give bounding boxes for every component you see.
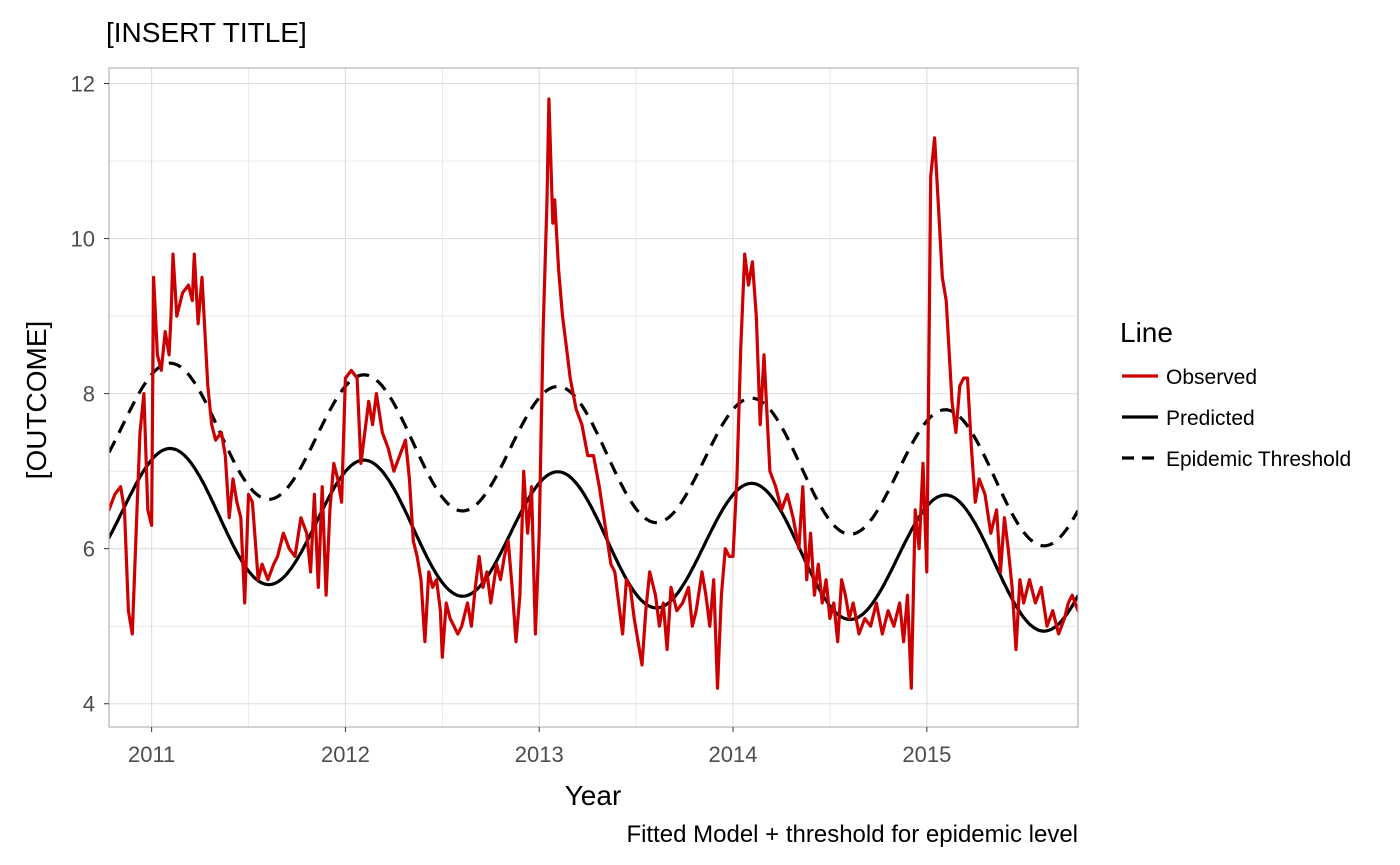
x-tick-label: 2011 — [128, 742, 175, 767]
x-tick-label: 2014 — [709, 742, 758, 767]
legend-label: Epidemic Threshold — [1166, 448, 1351, 471]
x-axis-ticks: 2011 2012 2013 2014 2015 — [128, 727, 951, 767]
x-tick-label: 2013 — [515, 742, 564, 767]
y-tick-label: 12 — [71, 72, 95, 97]
series-observed-line — [109, 97, 1078, 690]
legend-title: Line — [1120, 317, 1173, 348]
y-tick-label: 4 — [83, 692, 95, 717]
legend-label: Predicted — [1166, 407, 1255, 430]
x-tick-label: 2015 — [902, 742, 951, 767]
chart-caption: Fitted Model + threshold for epidemic le… — [626, 821, 1078, 848]
x-tick-label: 2012 — [321, 742, 370, 767]
plot-panel-border — [108, 67, 1079, 728]
chart-title: [INSERT TITLE] — [106, 17, 307, 48]
y-tick-label: 10 — [71, 227, 95, 252]
grid-lines — [109, 68, 1078, 727]
x-axis-title: Year — [565, 780, 622, 811]
series-layer — [109, 97, 1078, 690]
y-tick-label: 6 — [83, 537, 95, 562]
y-axis-ticks: 4 6 8 10 12 — [71, 72, 109, 717]
legend-label: Observed — [1166, 366, 1257, 389]
series-epidemic-threshold-line — [109, 361, 1078, 548]
y-axis-title: [OUTCOME] — [21, 321, 52, 480]
y-tick-label: 8 — [83, 382, 95, 407]
legend: Line Observed Predicted Epidemic Threshold — [1120, 317, 1351, 471]
